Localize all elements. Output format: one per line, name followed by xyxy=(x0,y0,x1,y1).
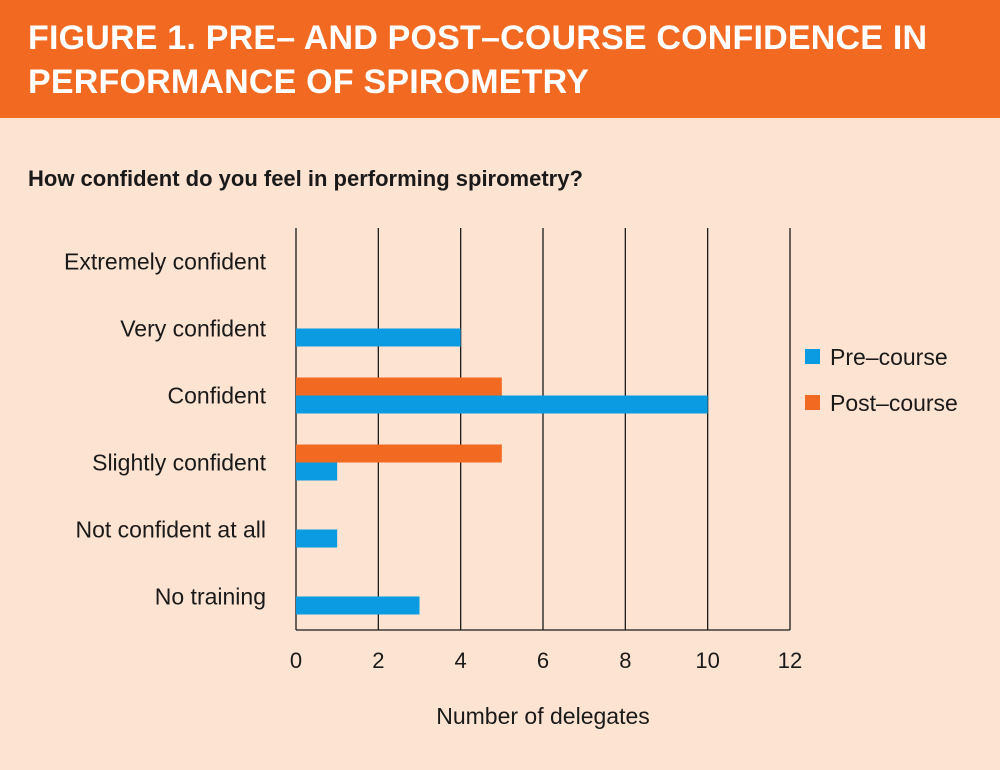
x-tick-label: 0 xyxy=(290,648,302,673)
x-axis-title: Number of delegates xyxy=(436,703,650,729)
category-label: No training xyxy=(155,584,266,610)
category-label: Slightly confident xyxy=(92,450,266,476)
x-tick-label: 12 xyxy=(778,648,802,673)
bar-post-course xyxy=(296,444,502,463)
x-tick-label: 4 xyxy=(455,648,467,673)
x-tick-label: 8 xyxy=(619,648,631,673)
chart-question: How confident do you feel in performing … xyxy=(28,166,583,191)
category-label: Confident xyxy=(168,383,267,409)
title-banner: FIGURE 1. PRE– AND POST–COURSE CONFIDENC… xyxy=(0,0,1000,118)
figure-title: FIGURE 1. PRE– AND POST–COURSE CONFIDENC… xyxy=(28,19,928,101)
legend-pre-course-label: Pre–course xyxy=(830,344,948,370)
bar-pre-course xyxy=(296,328,461,347)
x-tick-label: 6 xyxy=(537,648,549,673)
bar-pre-course xyxy=(296,596,420,615)
x-tick-label: 10 xyxy=(695,648,719,673)
category-label: Not confident at all xyxy=(75,517,266,543)
legend-post-course-label: Post–course xyxy=(830,390,958,416)
x-tick-label: 2 xyxy=(372,648,384,673)
bar-pre-course xyxy=(296,529,338,548)
legend-pre-course-swatch xyxy=(805,349,820,364)
bar-post-course xyxy=(296,377,502,396)
legend-post-course-swatch xyxy=(805,395,820,410)
bar-pre-course xyxy=(296,462,338,481)
category-label: Extremely confident xyxy=(64,249,267,275)
category-label: Very confident xyxy=(120,316,266,342)
bar-pre-course xyxy=(296,395,708,414)
